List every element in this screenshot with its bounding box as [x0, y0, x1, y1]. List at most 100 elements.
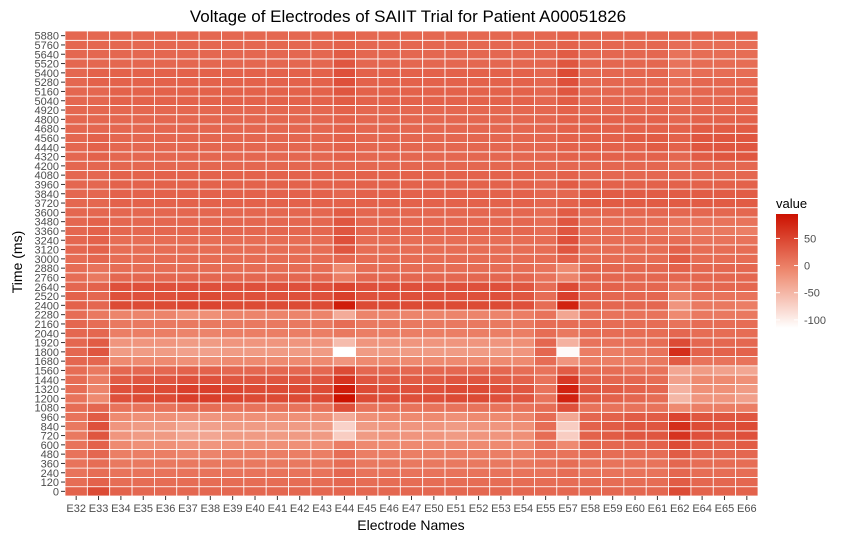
y-tick-label: 3840: [35, 189, 59, 201]
heatmap-cell: [288, 383, 312, 395]
heatmap-cell: [645, 216, 669, 227]
y-tick-label: 1560: [35, 365, 59, 377]
y-tick-label: 3960: [35, 179, 59, 191]
heatmap-cell: [556, 290, 580, 302]
heatmap-cell: [64, 197, 88, 209]
heatmap-cell: [243, 346, 267, 357]
heatmap-cell: [511, 225, 535, 237]
heatmap-cell: [377, 476, 401, 488]
heatmap-cell: [154, 337, 178, 348]
heatmap-cell: [221, 272, 245, 283]
heatmap-cell: [310, 449, 334, 460]
heatmap-cell: [422, 244, 446, 255]
heatmap-cell: [332, 216, 357, 227]
heatmap-cell: [355, 151, 379, 162]
heatmap-cell: [310, 179, 334, 190]
heatmap-cell: [578, 188, 602, 199]
heatmap-cell: [221, 430, 245, 441]
heatmap-cell: [645, 142, 669, 153]
heatmap-cell: [690, 142, 714, 153]
heatmap-cell: [86, 67, 111, 78]
heatmap-cell: [265, 49, 289, 60]
heatmap-cell: [198, 421, 222, 432]
heatmap-cell: [221, 365, 245, 376]
heatmap-cell: [601, 244, 625, 255]
heatmap-cell: [444, 67, 468, 78]
heatmap-cell: [176, 430, 200, 441]
heatmap-cell: [288, 67, 312, 78]
heatmap-cell: [399, 49, 424, 60]
heatmap-cell: [243, 188, 267, 199]
heatmap-cell: [668, 411, 692, 422]
heatmap-cell: [690, 281, 714, 292]
heatmap-cell: [534, 383, 558, 395]
heatmap-cell: [489, 123, 513, 134]
heatmap-cell: [668, 30, 692, 41]
heatmap-cell: [690, 402, 714, 413]
heatmap-cell: [623, 49, 647, 60]
heatmap-cell: [511, 411, 535, 422]
y-tick-label: 2760: [35, 272, 59, 284]
heatmap-cell: [332, 58, 357, 69]
heatmap-cell: [198, 281, 222, 292]
heatmap-cell: [422, 197, 446, 209]
heatmap-cell: [489, 151, 513, 162]
heatmap-cell: [466, 467, 491, 478]
heatmap-cell: [288, 235, 312, 246]
x-tick-label: E46: [379, 503, 399, 515]
heatmap-cell: [109, 365, 133, 376]
heatmap-cell: [556, 216, 580, 227]
heatmap-cell: [64, 160, 88, 171]
heatmap-cell: [288, 356, 312, 367]
heatmap-cell: [623, 67, 647, 78]
x-tick-label: E38: [201, 503, 221, 515]
heatmap-cell: [601, 476, 625, 488]
heatmap-cell: [64, 132, 88, 144]
heatmap-cell: [176, 225, 200, 237]
heatmap-cell: [690, 383, 714, 395]
heatmap-cell: [176, 142, 200, 153]
heatmap-cell: [109, 253, 133, 264]
heatmap-cell: [712, 272, 737, 283]
y-tick-label: 4680: [35, 124, 59, 136]
heatmap-cell: [332, 486, 357, 497]
heatmap-cell: [221, 235, 245, 246]
heatmap-cell: [288, 39, 312, 50]
heatmap-cell: [64, 263, 88, 274]
heatmap-cell: [735, 263, 759, 274]
heatmap-cell: [489, 430, 513, 441]
heatmap-cell: [578, 30, 602, 41]
heatmap-cell: [466, 58, 491, 69]
heatmap-cell: [154, 486, 178, 497]
heatmap-cell: [332, 328, 357, 339]
heatmap-cell: [489, 263, 513, 274]
heatmap-cell: [712, 39, 737, 50]
heatmap-cell: [377, 467, 401, 478]
heatmap-cell: [288, 77, 312, 88]
heatmap-cell: [198, 272, 222, 283]
heatmap-cell: [601, 337, 625, 348]
heatmap-cell: [288, 439, 312, 450]
heatmap-cell: [623, 318, 647, 329]
heatmap-cell: [489, 49, 513, 60]
heatmap-cell: [198, 467, 222, 478]
heatmap-cell: [645, 290, 669, 302]
heatmap-cell: [601, 467, 625, 478]
heatmap-cell: [556, 439, 580, 450]
heatmap-cell: [534, 77, 558, 88]
heatmap-cell: [243, 253, 267, 264]
heatmap-cell: [377, 170, 401, 181]
heatmap-cell: [310, 263, 334, 274]
heatmap-cell: [511, 197, 535, 209]
heatmap-cell: [556, 235, 580, 246]
y-tick-label: 5280: [35, 77, 59, 89]
heatmap-cell: [221, 476, 245, 488]
heatmap-cell: [601, 486, 625, 497]
y-tick-label: 5520: [35, 59, 59, 71]
heatmap-cell: [623, 263, 647, 274]
heatmap-cell: [511, 337, 535, 348]
heatmap-cell: [86, 207, 111, 218]
heatmap-cell: [109, 337, 133, 348]
heatmap-cell: [645, 197, 669, 209]
